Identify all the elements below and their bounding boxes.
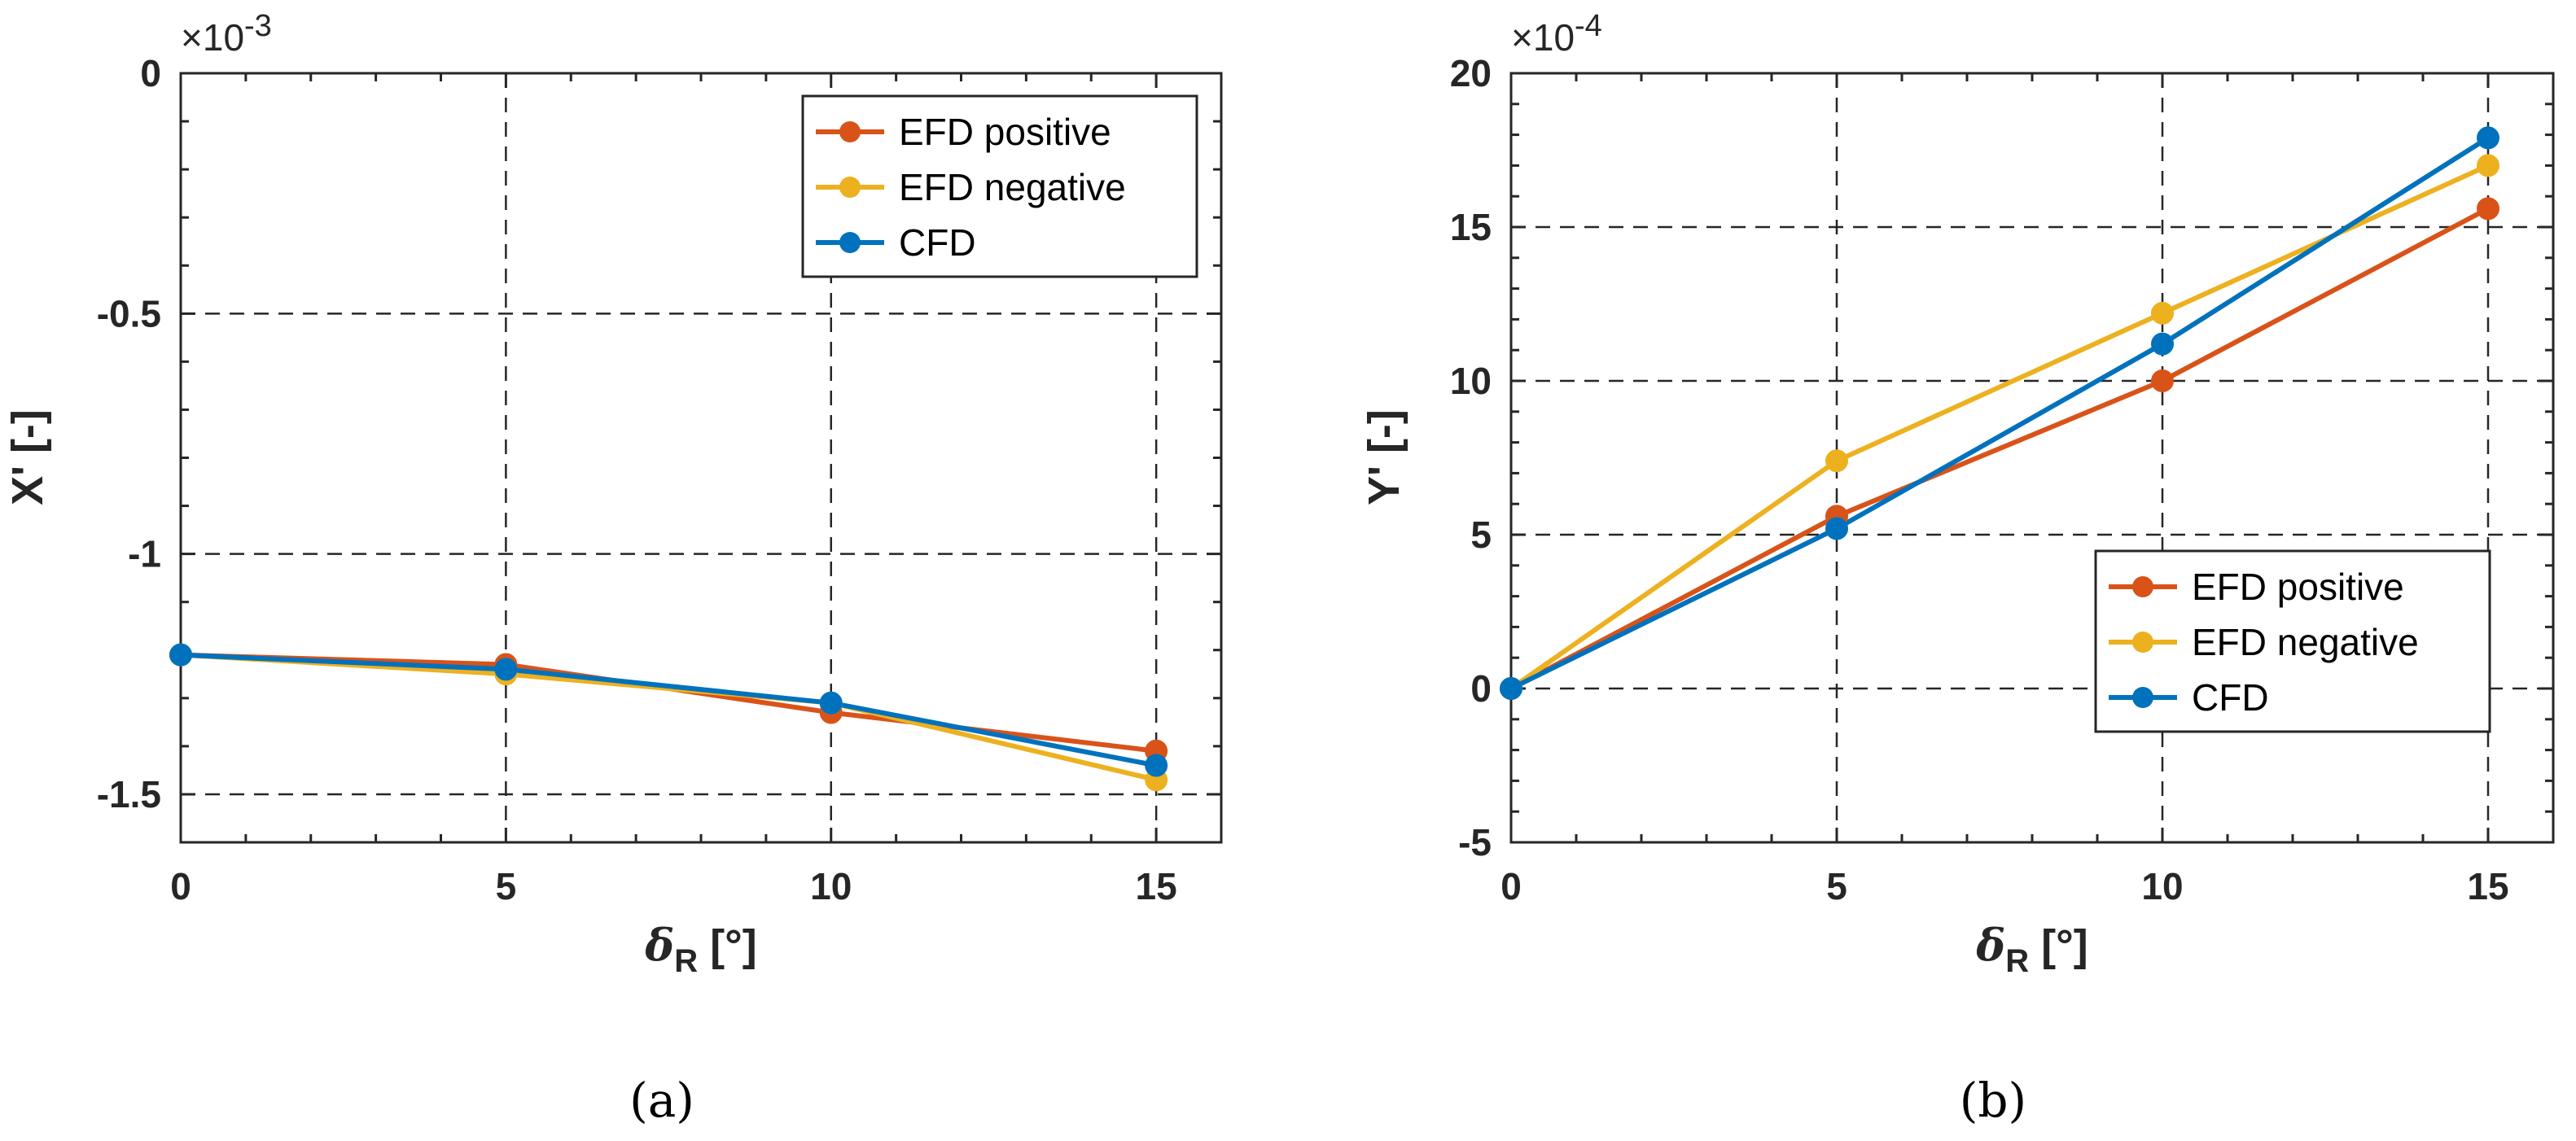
legend-swatch-marker [2132, 576, 2153, 597]
legend-swatch-marker [839, 232, 861, 253]
data-point-cfd [169, 643, 192, 667]
x-axis-label: δR [°] [1975, 919, 2088, 979]
y-tick-label: 15 [1450, 206, 1492, 248]
exponent-prefix: ×10 [181, 16, 244, 59]
x-tick-label: 10 [2141, 865, 2183, 907]
panel-a: 0 5 10 15 -1.5 -1 -0.5 0 ×10-3 X' [-] δR [°] EFD po… [3, 9, 1223, 1128]
series-line-cfd [180, 652, 1157, 768]
legend-label: CFD [899, 221, 976, 264]
y-tick-label: 20 [1450, 52, 1492, 94]
x-axis-subscript: R [2005, 943, 2029, 979]
y-tick-label: 0 [140, 52, 161, 94]
data-point-cfd [2151, 332, 2174, 356]
y-axis-label: Y' [-] [1360, 409, 1408, 505]
exponent-power: -4 [1575, 9, 1602, 43]
legend-swatch-marker [2132, 687, 2153, 708]
y-tick-label: 0 [1470, 667, 1492, 710]
y-tick-label: -5 [1458, 821, 1492, 863]
data-point-cfd [1825, 517, 1848, 540]
data-point-cfd [494, 658, 518, 681]
data-point-efd-positive [2477, 197, 2499, 221]
data-point-efd-negative [2477, 154, 2499, 177]
x-axis-symbol: δ [1975, 919, 2005, 971]
axis-exponent: ×10-4 [1511, 9, 1602, 59]
data-point-efd-negative [2151, 301, 2174, 325]
data-point-cfd [819, 691, 843, 715]
legend-swatch-marker [2132, 632, 2153, 653]
legend-label: EFD negative [899, 166, 1126, 208]
y-tick-label: 10 [1450, 360, 1492, 402]
legend-swatch-marker [839, 121, 861, 142]
x-tick-label: 10 [810, 865, 852, 907]
legend-label: EFD positive [899, 111, 1111, 153]
series-line-efd-positive [1509, 206, 2490, 691]
data-point-cfd [1145, 754, 1168, 777]
data-point-efd-positive [2151, 369, 2174, 392]
x-axis-label: δR [°] [644, 919, 756, 979]
y-tick-label: -1.5 [97, 773, 161, 815]
data-point-cfd [1500, 677, 1522, 700]
x-axis-subscript: R [674, 943, 698, 979]
exponent-prefix: ×10 [1511, 16, 1575, 59]
x-tick-label: 0 [170, 865, 191, 907]
axes-frame [1509, 72, 2555, 844]
exponent-power: -3 [244, 9, 272, 43]
x-tick-label: 0 [1500, 865, 1522, 907]
legend-swatch-marker [839, 177, 861, 198]
legend-label: EFD positive [2192, 566, 2404, 608]
data-point-cfd [2477, 126, 2499, 150]
y-tick-label: 5 [1470, 514, 1492, 556]
axes-frame [179, 72, 1223, 844]
y-tick-label: -0.5 [97, 292, 161, 334]
x-axis-unit: [°] [698, 921, 757, 970]
data-point-efd-negative [1825, 449, 1848, 473]
panel-caption: (a) [629, 1073, 694, 1128]
x-axis-symbol: δ [644, 919, 674, 971]
axis-exponent: ×10-3 [181, 9, 272, 59]
y-axis-label: X' [-] [3, 409, 52, 505]
legend-label: EFD negative [2192, 621, 2419, 663]
panel-caption: (b) [1960, 1073, 2026, 1128]
x-tick-label: 5 [496, 865, 517, 907]
x-tick-label: 15 [1136, 865, 1177, 907]
x-tick-label: 5 [1826, 865, 1847, 907]
legend-label: CFD [2192, 676, 2269, 719]
y-tick-label: -1 [128, 533, 161, 575]
series-line-cfd [1509, 135, 2490, 691]
x-axis-unit: [°] [2029, 921, 2088, 970]
x-tick-label: 15 [2467, 865, 2508, 907]
